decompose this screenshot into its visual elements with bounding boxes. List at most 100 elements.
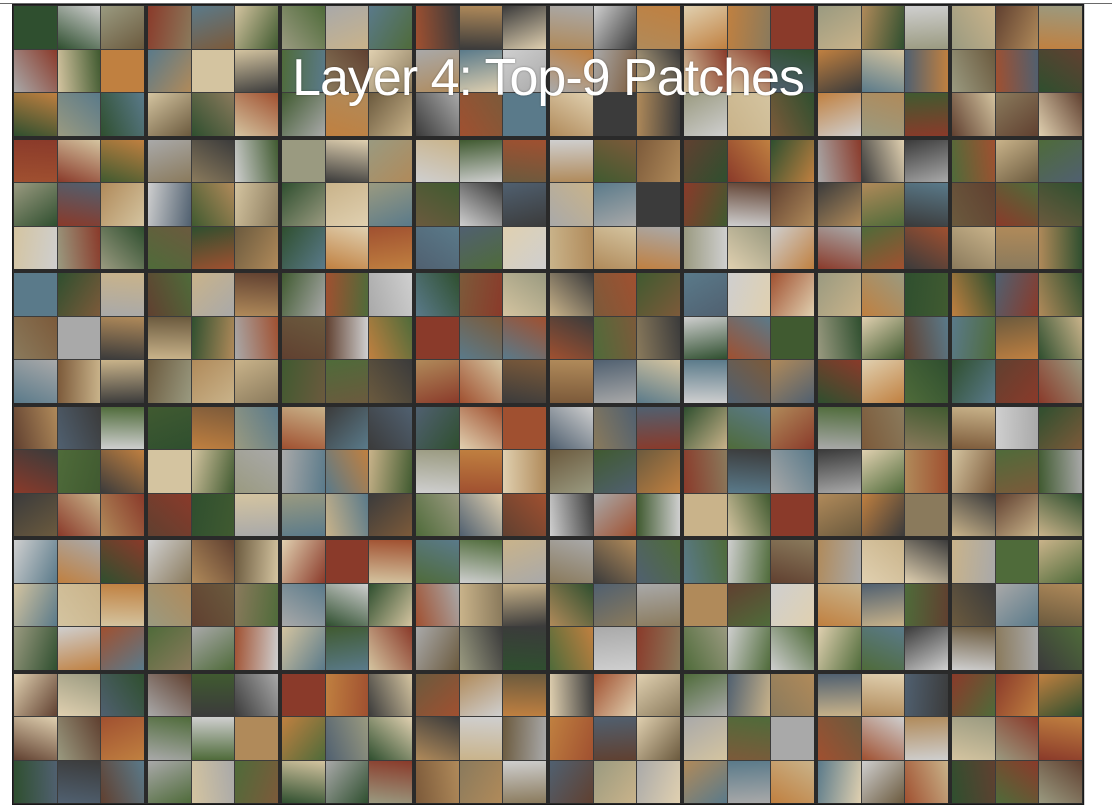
- image-patch: [235, 226, 278, 269]
- image-patch: [637, 627, 680, 670]
- image-patch: [369, 273, 412, 316]
- image-patch: [282, 450, 325, 493]
- image-patch: [905, 540, 948, 583]
- image-patch: [637, 316, 680, 359]
- image-patch: [905, 226, 948, 269]
- image-patch: [325, 540, 369, 583]
- image-patch: [684, 760, 727, 803]
- image-patch: [325, 406, 369, 449]
- image-patch: [905, 360, 948, 403]
- image-patch: [905, 717, 948, 760]
- image-patch: [416, 360, 459, 403]
- image-patch: [861, 627, 905, 670]
- image-patch: [727, 493, 771, 536]
- image-patch: [1039, 183, 1082, 226]
- image-patch: [952, 6, 995, 49]
- image-patch: [684, 540, 727, 583]
- image-patch: [148, 93, 191, 136]
- image-patch: [325, 450, 369, 493]
- image-patch: [684, 49, 727, 92]
- image-patch: [818, 627, 861, 670]
- image-patch: [818, 139, 861, 182]
- image-patch: [14, 183, 57, 226]
- image-patch: [416, 49, 459, 92]
- image-patch: [459, 6, 503, 49]
- image-patch: [282, 673, 325, 716]
- image-patch: [57, 273, 101, 316]
- unit-block: [282, 273, 412, 403]
- image-patch: [369, 583, 412, 626]
- image-patch: [416, 93, 459, 136]
- image-patch: [101, 717, 144, 760]
- image-patch: [727, 226, 771, 269]
- image-patch: [550, 6, 593, 49]
- image-patch: [148, 760, 191, 803]
- unit-block: [416, 540, 546, 670]
- image-patch: [148, 717, 191, 760]
- image-patch: [684, 583, 727, 626]
- image-patch: [1039, 493, 1082, 536]
- right-divider: [1084, 4, 1085, 805]
- image-patch: [325, 49, 369, 92]
- image-patch: [818, 226, 861, 269]
- image-patch: [235, 273, 278, 316]
- image-patch: [727, 406, 771, 449]
- image-patch: [235, 316, 278, 359]
- image-patch: [191, 583, 235, 626]
- image-patch: [637, 493, 680, 536]
- image-patch: [459, 583, 503, 626]
- unit-block: [282, 673, 412, 803]
- image-patch: [550, 406, 593, 449]
- image-patch: [369, 450, 412, 493]
- unit-block: [818, 673, 948, 803]
- image-patch: [416, 627, 459, 670]
- image-patch: [861, 6, 905, 49]
- unit-block: [148, 540, 278, 670]
- image-patch: [550, 183, 593, 226]
- image-patch: [282, 316, 325, 359]
- image-patch: [57, 6, 101, 49]
- image-patch: [416, 450, 459, 493]
- image-patch: [57, 583, 101, 626]
- image-patch: [101, 93, 144, 136]
- image-patch: [637, 49, 680, 92]
- image-patch: [727, 183, 771, 226]
- image-patch: [503, 49, 546, 92]
- image-patch: [57, 493, 101, 536]
- image-patch: [637, 360, 680, 403]
- image-patch: [861, 406, 905, 449]
- image-patch: [771, 760, 814, 803]
- unit-block: [14, 406, 144, 536]
- image-patch: [550, 493, 593, 536]
- image-patch: [503, 540, 546, 583]
- image-patch: [503, 406, 546, 449]
- image-patch: [727, 139, 771, 182]
- image-patch: [1039, 760, 1082, 803]
- image-patch: [101, 139, 144, 182]
- image-patch: [995, 627, 1039, 670]
- image-patch: [905, 6, 948, 49]
- unit-block: [952, 540, 1082, 670]
- unit-block: [416, 673, 546, 803]
- image-patch: [101, 540, 144, 583]
- image-patch: [57, 673, 101, 716]
- unit-block: [818, 139, 948, 269]
- image-patch: [1039, 226, 1082, 269]
- image-patch: [148, 360, 191, 403]
- image-patch: [148, 273, 191, 316]
- image-patch: [952, 450, 995, 493]
- image-patch: [416, 406, 459, 449]
- image-patch: [818, 450, 861, 493]
- image-patch: [727, 93, 771, 136]
- image-patch: [101, 450, 144, 493]
- image-patch: [637, 139, 680, 182]
- image-patch: [282, 226, 325, 269]
- image-patch: [503, 717, 546, 760]
- image-patch: [952, 717, 995, 760]
- image-patch: [235, 760, 278, 803]
- image-patch: [995, 717, 1039, 760]
- image-patch: [459, 540, 503, 583]
- image-patch: [727, 273, 771, 316]
- image-patch: [861, 717, 905, 760]
- image-patch: [771, 493, 814, 536]
